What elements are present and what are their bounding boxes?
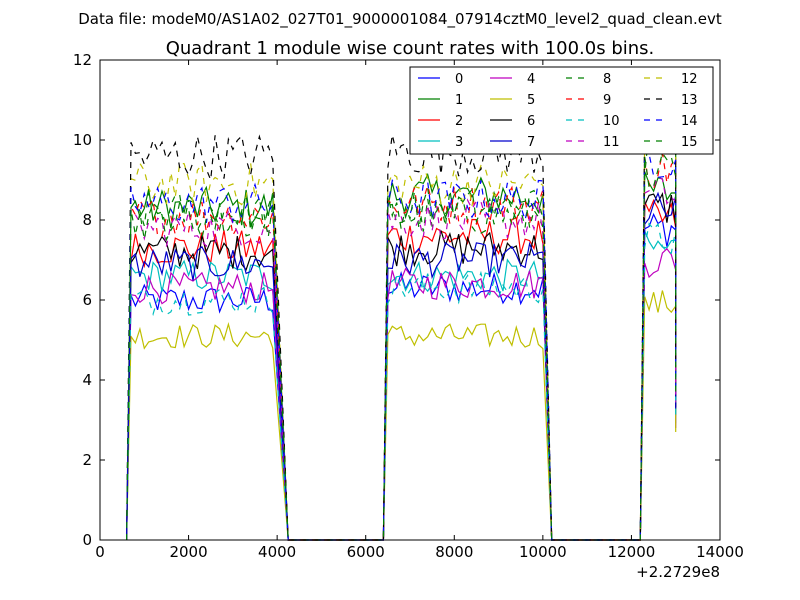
legend-label-0: 0 [455,72,463,87]
legend-label-6: 6 [527,114,535,129]
y-tick-label: 0 [82,531,92,549]
chart-suptitle: Data file: modeM0/AS1A02_027T01_90000010… [78,10,722,29]
series-line-15 [126,151,677,541]
legend-label-11: 11 [603,135,620,150]
series-line-0 [126,212,677,541]
series-line-14 [126,143,677,541]
legend-label-9: 9 [603,93,611,108]
series-line-10 [126,222,677,541]
legend-label-8: 8 [603,72,611,87]
y-tick-label: 12 [73,51,92,69]
legend-label-1: 1 [455,93,463,108]
series-line-7 [126,191,677,541]
x-tick-label: 2000 [169,543,207,561]
x-tick-label: 6000 [347,543,385,561]
series-line-2 [126,198,677,541]
axis-ticks: 0 2000 4000 6000 8000 10000 12000 1400002468101… [73,51,744,561]
y-tick-label: 6 [82,291,92,309]
series-line-4 [126,247,677,541]
legend-label-14: 14 [681,114,698,129]
x-tick-label: 10000 [519,543,567,561]
x-tick-label: 8000 [435,543,473,561]
legend-box [409,66,714,155]
legend-label-5: 5 [527,93,535,108]
series-line-5 [126,290,677,541]
x-tick-label: 12000 [608,543,656,561]
series-line-12 [126,92,677,541]
series-line-3 [126,230,677,541]
y-tick-label: 4 [82,371,92,389]
y-tick-label: 10 [73,131,92,149]
legend-label-7: 7 [527,135,535,150]
chart-title: Quadrant 1 module wise count rates with … [166,38,655,59]
x-offset-label: +2.2729e8 [636,563,720,581]
x-tick-label: 4000 [258,543,296,561]
legend-label-4: 4 [527,72,535,87]
legend-label-15: 15 [681,135,698,150]
y-tick-label: 2 [82,451,92,469]
series-line-9 [126,151,677,541]
legend-label-10: 10 [603,114,620,129]
y-tick-label: 8 [82,211,92,229]
legend-label-3: 3 [455,135,463,150]
series-line-6 [126,191,677,541]
legend-label-13: 13 [681,93,698,108]
x-tick-label: 0 [95,543,105,561]
legend-label-2: 2 [455,114,463,129]
series-line-11 [126,176,677,541]
series-line-13 [126,81,677,541]
series-lines [126,81,677,541]
legend-label-12: 12 [681,72,698,87]
series-line-8 [126,128,677,541]
x-tick-label: 14000 [696,543,744,561]
